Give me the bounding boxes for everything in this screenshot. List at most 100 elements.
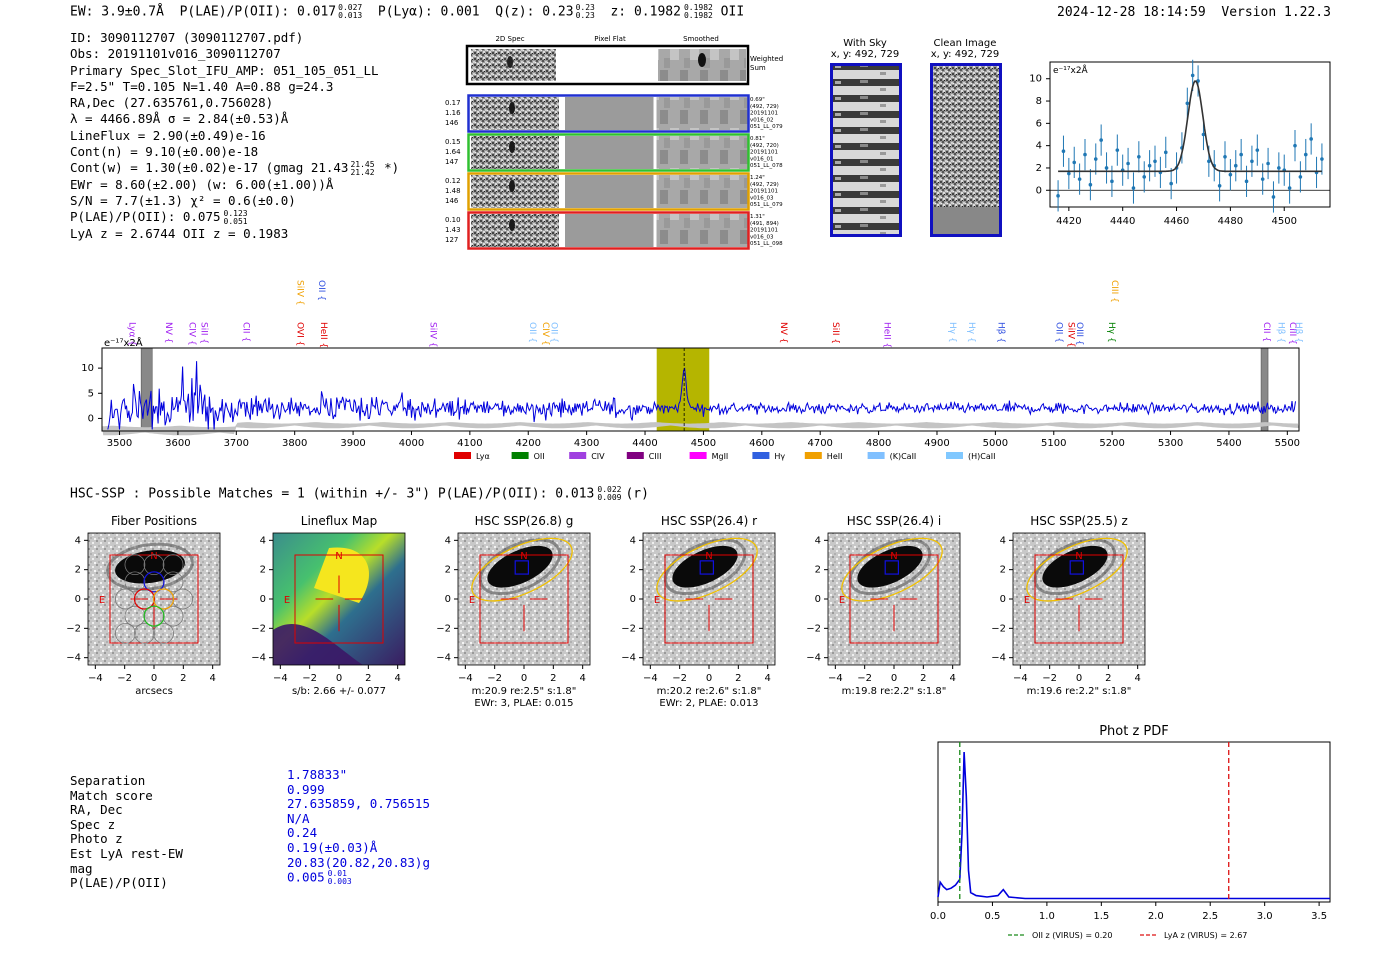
hsc-aperture-ellipse xyxy=(656,537,758,602)
linefit-point xyxy=(1104,166,1109,170)
photz-xtick-label: 0.5 xyxy=(984,911,1000,922)
info-lambda: λ = 4466.89Å σ = 2.84(±0.53)Å xyxy=(70,111,289,127)
linefit-point xyxy=(1271,195,1276,199)
fiber-highlight xyxy=(143,571,165,593)
spectrum-legend-swatch xyxy=(511,452,529,459)
hsc-search-box xyxy=(294,554,384,644)
spectrum-xtick-label: 4900 xyxy=(924,438,949,449)
spectrum-xtick-label: 4400 xyxy=(632,438,657,449)
info-fparams: F=2.5" T=0.105 N=1.40 A=0.88 g=24.3 xyxy=(70,78,334,94)
with-sky-label: With Sky xyxy=(843,38,887,49)
hsc-galaxy-halo xyxy=(848,538,932,596)
east-label: E xyxy=(469,595,475,606)
photz-xtick-label: 0.0 xyxy=(930,911,946,922)
info-plae-text: P(LAE)/P(OII): 0.075 xyxy=(70,209,221,225)
hsc-galaxy-halo xyxy=(106,542,194,591)
match-value: 0.24 xyxy=(287,825,318,841)
info-contw-lo: 21.42 xyxy=(350,167,375,177)
fiber-circle xyxy=(124,605,146,627)
hsc-ytick-label: −4 xyxy=(991,653,1006,664)
cutout-row: 0.15 1.64 147 0.81"(492, 720)20191101v016_0… xyxy=(445,133,783,172)
fiber-circle xyxy=(124,554,146,576)
header-plae: P(LAE)/P(OII): 0.017 xyxy=(179,4,337,20)
hsc-xtick-label: 4 xyxy=(764,673,770,684)
linefit-point xyxy=(1228,172,1233,177)
hsc-ytick-label: 2 xyxy=(260,565,266,576)
spectrum-line-label: CIV { xyxy=(540,322,550,346)
fiber-highlight xyxy=(143,605,165,627)
linefit-ytick-label: 10 xyxy=(1029,74,1042,85)
cutout-2dspec xyxy=(471,97,559,130)
spectrum-flux-line xyxy=(107,361,1296,430)
linefit-point xyxy=(1277,166,1281,170)
spectrum-legend-item: Hγ xyxy=(752,452,785,461)
fiber-highlight xyxy=(152,588,175,610)
linefit-ytick-label: 8 xyxy=(1036,96,1042,107)
spectrum-line-label: Lyα { xyxy=(126,322,136,346)
cutout-smoothed xyxy=(655,97,748,130)
clean-coords: x, y: 492, 729 xyxy=(930,49,1000,60)
spectrum-legend-label: OII xyxy=(534,452,545,461)
hsc-ytick-label: 0 xyxy=(1000,594,1006,605)
info-sn: S/N = 7.7(±1.3) χ² = 0.6(±0.0) xyxy=(70,193,296,209)
spectrum-line-label: SiII { xyxy=(830,322,840,344)
header-z-hi: 0.1982 xyxy=(683,3,713,12)
hsc-header-text: HSC-SSP : Possible Matches = 1 (within +… xyxy=(70,486,595,502)
spectrum-ytick-label: 10 xyxy=(81,363,94,374)
spectrum-legend-item: (H)CaII xyxy=(946,452,995,461)
hsc-ytick-label: 0 xyxy=(815,594,821,605)
hsc-search-box xyxy=(1034,554,1124,644)
hsc-xtick-label: 0 xyxy=(521,673,527,684)
match-labels: Separation Match score RA, Dec Spec z Photo … xyxy=(70,773,183,891)
cutout-frame xyxy=(467,133,750,172)
match-value: 20.83(20.82,20.83)g xyxy=(287,854,430,870)
linefit-point xyxy=(1067,171,1071,176)
info-contn: Cont(n) = 9.10(±0.00)e-18 xyxy=(70,144,259,160)
header-qz: Q(z): 0.23 xyxy=(495,4,574,20)
cutout-row-value: 1.64 xyxy=(445,148,461,156)
hsc-fiber-box xyxy=(699,560,715,575)
cutout-row-value: 0.17 xyxy=(445,99,461,107)
hsc-galaxy xyxy=(115,550,185,584)
cutout-pixelflat xyxy=(565,175,655,208)
weighted-sum-row: Weighted Sum xyxy=(465,44,783,86)
cutout-frame xyxy=(467,211,750,250)
spectrum-line-label: Hγ { xyxy=(966,322,976,343)
north-label: N xyxy=(520,551,527,562)
hsc-ytick-label: −2 xyxy=(991,623,1006,634)
spectrum-line-label: Hβ { xyxy=(995,322,1005,343)
spectrum-ytick-label: 5 xyxy=(88,388,94,399)
linefit-point xyxy=(1093,157,1098,161)
match-values: 1.78833" 0.999 27.635859, 0.756515 N/A 0.24 0… xyxy=(287,767,430,887)
info-contw-end: *) xyxy=(384,160,400,176)
col-header-2dspec: 2D Spec xyxy=(495,35,524,43)
cutout-row: 0.17 1.16 146 0.69"(492, 729)20191101v016_0… xyxy=(445,94,783,133)
cutout-frame xyxy=(467,94,750,133)
spectrum-error-band xyxy=(102,422,1299,436)
spectrum-line-label: OII { xyxy=(549,322,559,343)
spectrum-masked-band xyxy=(1260,347,1269,432)
cutout-row-value: 1.43 xyxy=(445,226,461,234)
match-value: 0.005 0.01 0.003 xyxy=(287,869,352,887)
hsc-ytick-label: 2 xyxy=(1000,565,1006,576)
fiber-circle xyxy=(162,554,184,576)
linefit-point xyxy=(1255,148,1260,152)
col-header-pixelflat: Pixel Flat xyxy=(594,35,626,43)
hsc-galaxy-halo xyxy=(478,538,562,596)
linefit-point xyxy=(1298,175,1303,179)
fiber-highlight xyxy=(133,588,156,610)
spectrum-line-label: OIII { xyxy=(1074,322,1084,346)
linefit-point xyxy=(1056,194,1060,198)
info-plae: P(LAE)/P(OII): 0.075 0.123 0.051 xyxy=(70,209,399,226)
linefit-point xyxy=(1190,73,1195,78)
linefit-point xyxy=(1244,179,1249,184)
match-value: N/A xyxy=(287,810,310,826)
clean-label: Clean Image xyxy=(933,38,997,49)
cutout-annotation: 1.31" xyxy=(750,214,765,220)
header-summary: EW: 3.9±0.7Å P(LAE)/P(OII): 0.017 0.027 0.… xyxy=(70,4,744,20)
info-obs: Obs: 20191101v016_3090112707 xyxy=(70,46,281,62)
line-fit-plot: e⁻¹⁷x2Å 0 2 4 6 8 10 4420 4440 4460 4480 4500 xyxy=(1029,59,1331,227)
fiber-cutouts: 2D Spec Pixel Flat Smoothed Weighted Sum… xyxy=(445,35,783,250)
match-label: Photo z xyxy=(70,831,123,847)
spectrum-line-label: CIV { xyxy=(187,322,197,346)
